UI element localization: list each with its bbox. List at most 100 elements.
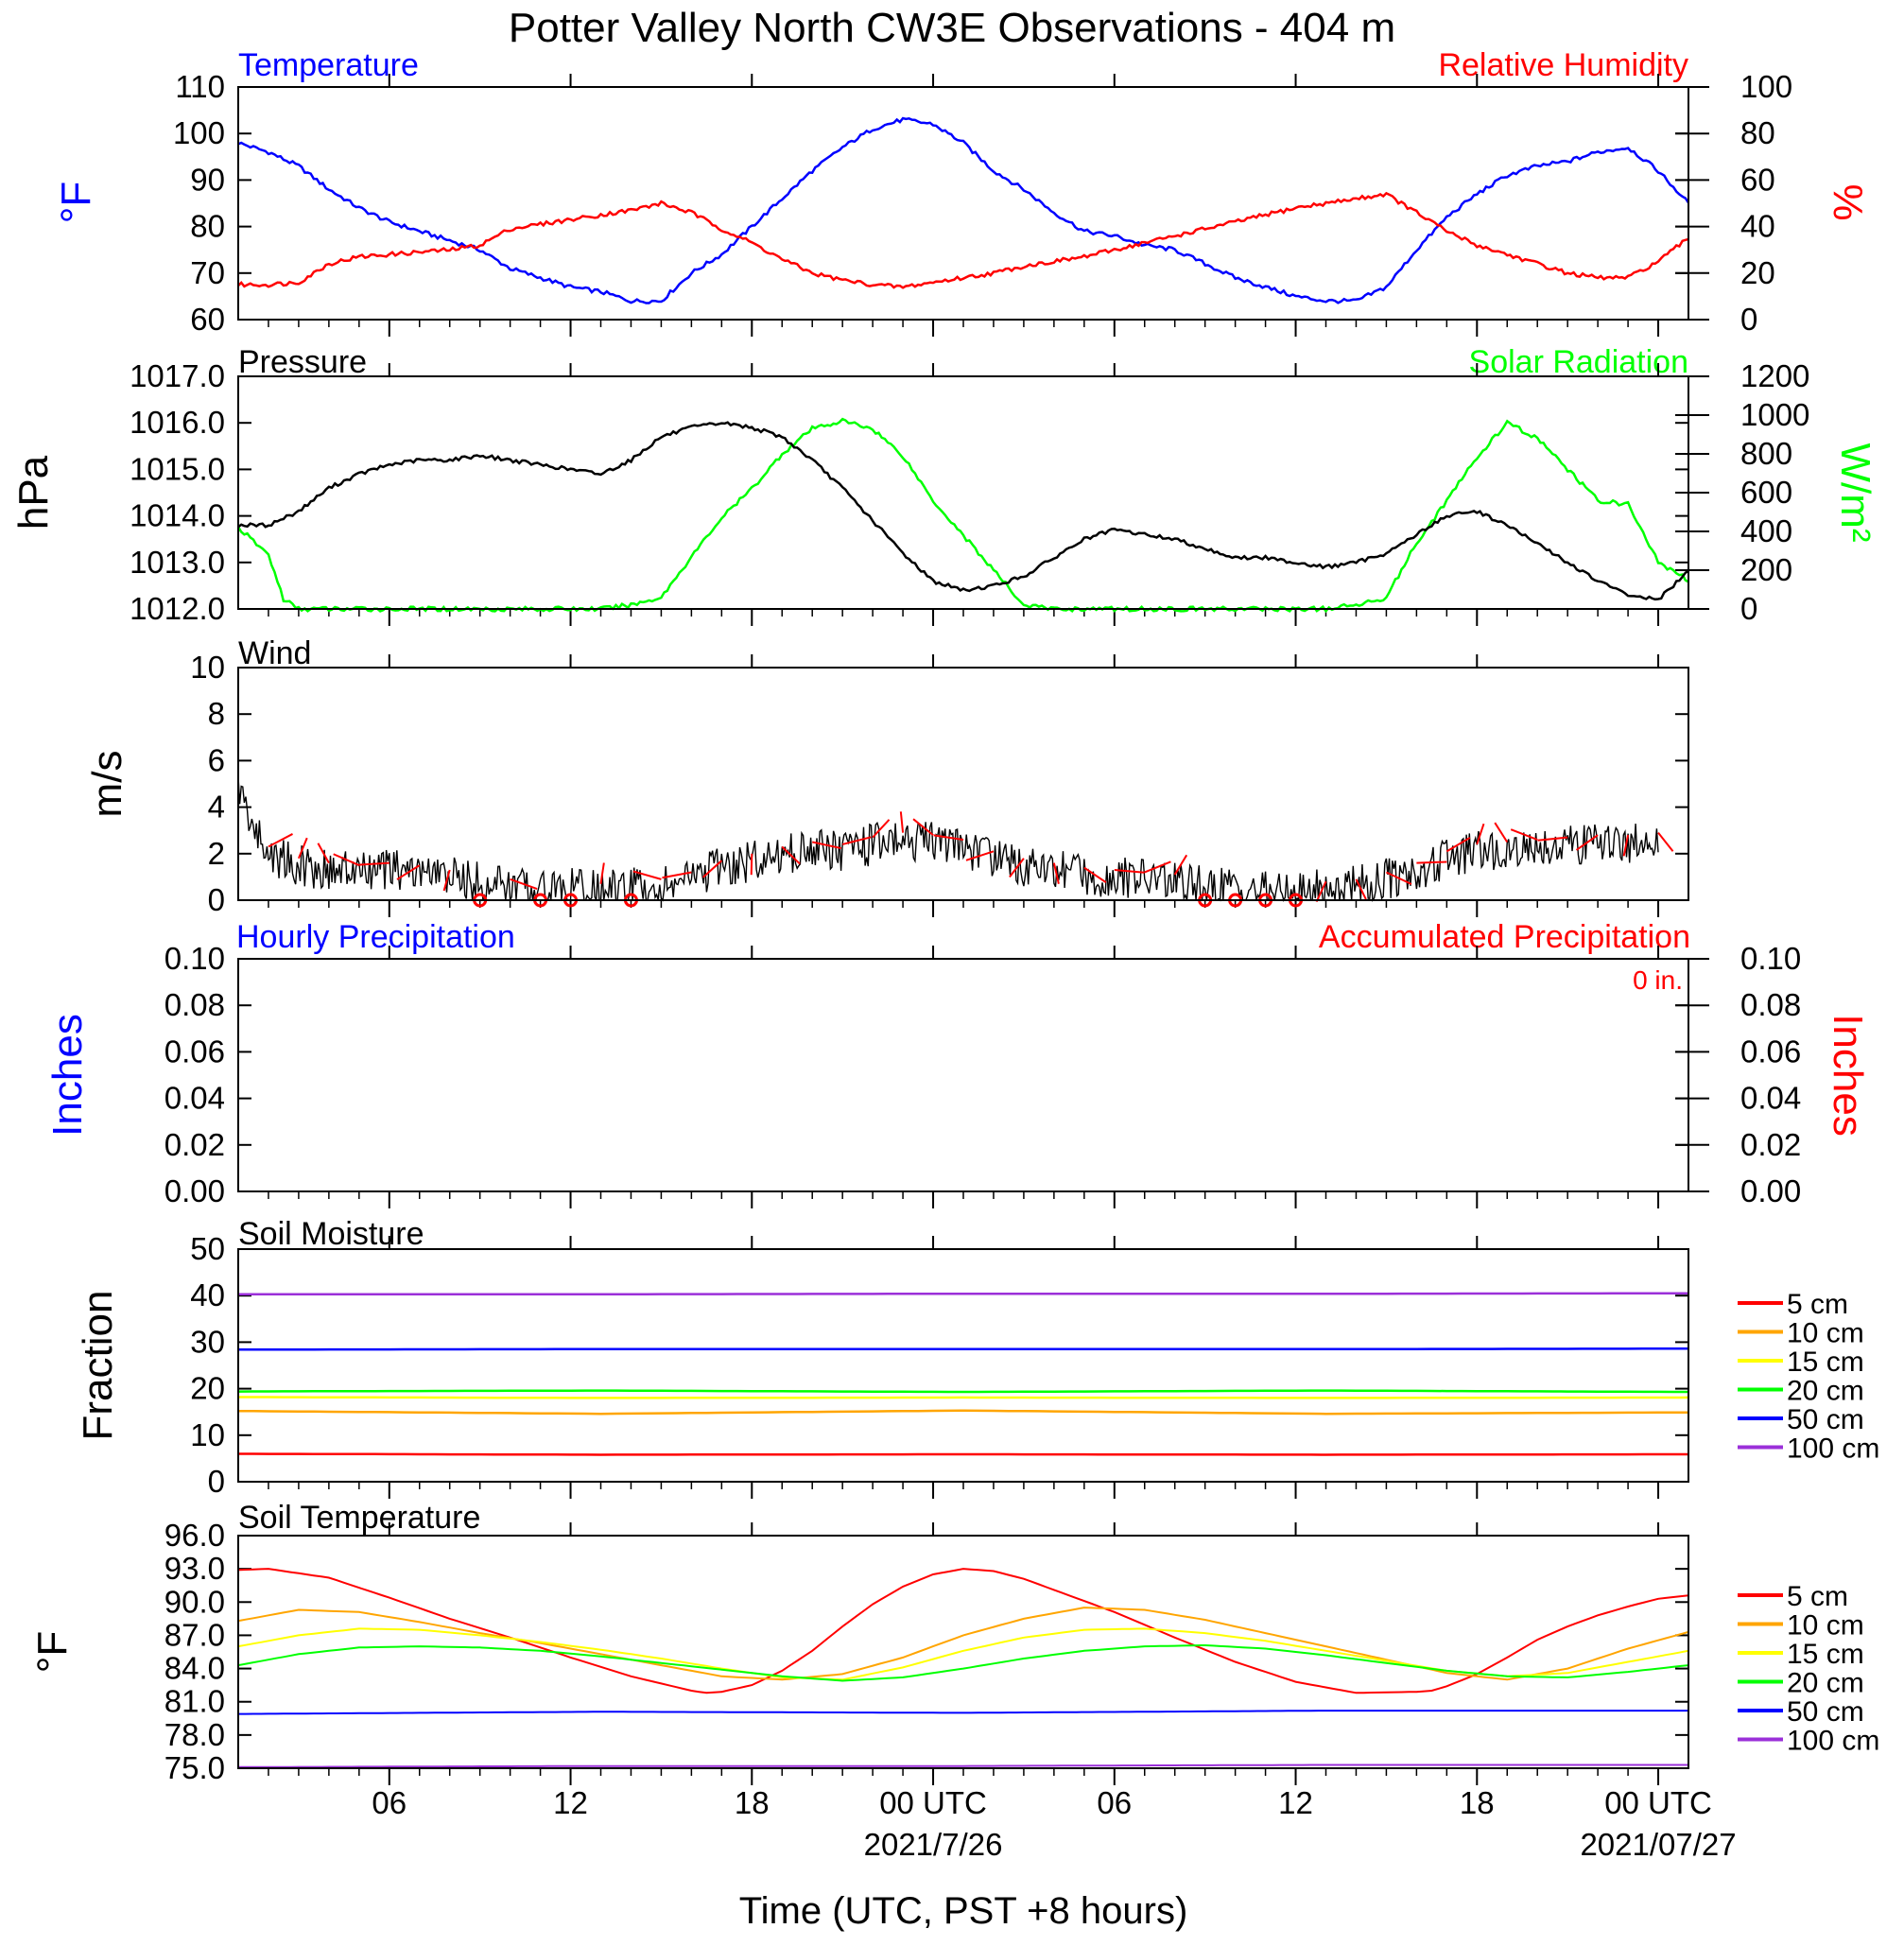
wind-unit: m/s (84, 751, 130, 818)
wind-barb (912, 818, 934, 836)
wind-barb (333, 853, 360, 867)
wind-barb (1173, 854, 1188, 876)
wind-speed-line (237, 775, 1659, 903)
wind-barb (1494, 822, 1509, 843)
y-tick-label: 1000 (1740, 397, 1809, 432)
y-tick-label: 0.02 (164, 1127, 225, 1162)
wind-barb (317, 843, 330, 864)
y-tick-label: 84.0 (164, 1651, 225, 1686)
y-tick-label: 96.0 (164, 1518, 225, 1553)
legend-label: 100 cm (1787, 1433, 1879, 1465)
wind-barb (599, 862, 605, 884)
y-tick-label: 1015.0 (130, 451, 225, 486)
y-tick-label: 0.06 (1740, 1034, 1801, 1069)
y-tick-label: 10 (190, 1417, 225, 1452)
wind-barb (1083, 866, 1107, 883)
x-tick-label: 18 (1460, 1785, 1495, 1820)
y-tick-label: 0.10 (164, 941, 225, 976)
wind-series (237, 654, 1674, 917)
soil-temp-line (237, 1643, 1689, 1682)
soil-moisture-line (238, 1452, 1688, 1456)
wind-barb (442, 869, 451, 892)
legend-label: 5 cm (1787, 1289, 1848, 1320)
y-tick-label: 1012.0 (130, 591, 225, 626)
y-tick-label: 1014.0 (130, 498, 225, 533)
legend-label: 50 cm (1787, 1404, 1864, 1435)
y-tick-label: 6 (208, 742, 225, 777)
humidity-title: Relative Humidity (1438, 47, 1688, 83)
wind-barb (1416, 860, 1447, 864)
humidity-unit: % (1825, 183, 1871, 220)
solar-unit: W/m² (1832, 443, 1878, 542)
y-tick-label: 0 (208, 1464, 225, 1499)
y-tick-label: 75.0 (164, 1750, 225, 1785)
y-tick-label: 800 (1740, 436, 1792, 471)
wind-barb (1114, 869, 1145, 874)
wind-title: Wind (238, 635, 311, 671)
figure-title: Potter Valley North CW3E Observations - … (509, 5, 1395, 51)
wind-barb (872, 819, 891, 839)
accumulated-precip-title: Accumulated Precipitation (1319, 919, 1690, 955)
y-tick-label: 0.08 (1740, 987, 1801, 1022)
soil-temp-line (237, 1568, 1689, 1694)
y-tick-label: 8 (208, 696, 225, 731)
temperature-unit: °F (53, 182, 99, 223)
legend-label: 5 cm (1787, 1581, 1848, 1612)
accumulated-precip-unit: Inches (1825, 1014, 1871, 1137)
y-tick-label: 78.0 (164, 1717, 225, 1752)
wind-barb (1355, 878, 1367, 900)
soil-temp-frame (237, 1535, 1689, 1769)
wind-barb (1385, 871, 1412, 885)
x-tick-label: 00 UTC (1604, 1785, 1712, 1820)
pressure-solar-panel: Pressure Solar Radiation hPa W/m² 1012.0… (10, 344, 1878, 626)
wind-barb (1510, 828, 1538, 841)
y-tick-label: 30 (190, 1324, 225, 1359)
soil-temp-series (237, 1522, 1689, 1785)
soil-moisture-line (238, 1396, 1689, 1399)
y-tick-label: 50 (190, 1231, 225, 1266)
temperature-line (237, 116, 1690, 304)
y-tick-label: 0.06 (164, 1034, 225, 1069)
y-tick-label: 100 (173, 115, 225, 150)
soil-temp-line (238, 1764, 1688, 1768)
temperature-tick-labels: 60 70 80 90 100 110 (173, 69, 1688, 337)
pressure-unit: hPa (10, 455, 57, 530)
y-tick-label: 0 (208, 882, 225, 917)
y-tick-label: 600 (1740, 475, 1792, 510)
soil-moisture-frame (237, 1248, 1689, 1483)
y-tick-label: 110 (175, 69, 225, 104)
temp-rh-panel: Temperature Relative Humidity °F % 60 70 8… (53, 47, 1871, 337)
wind-barb (268, 833, 293, 848)
hourly-precip-title: Hourly Precipitation (236, 919, 515, 955)
y-tick-label: 80 (1740, 115, 1775, 150)
x-tick-label: 18 (735, 1785, 770, 1820)
wind-barb (632, 870, 662, 880)
wind-barb (510, 877, 538, 890)
y-tick-label: 0.10 (1740, 941, 1801, 976)
x-tick-label: 06 (1097, 1785, 1132, 1820)
y-tick-label: 0 (1740, 591, 1757, 626)
time-axis-labels: 06 12 18 00 UTC 2021/7/26 06 12 18 00 UTC 2021/07… (372, 1785, 1736, 1862)
hourly-precip-unit: Inches (44, 1014, 91, 1137)
temp-rh-frame (237, 86, 1689, 321)
pressure-title: Pressure (238, 344, 367, 380)
accumulated-precip-tick-labels: 0.00 0.02 0.04 0.06 0.08 0.10 (1675, 941, 1801, 1208)
legend-label: 15 cm (1787, 1347, 1864, 1378)
y-tick-label: 1200 (1740, 358, 1809, 393)
y-tick-label: 1016.0 (130, 405, 225, 440)
wind-barb (1476, 823, 1485, 845)
y-tick-label: 40 (190, 1277, 225, 1312)
legend-label: 100 cm (1787, 1726, 1879, 1757)
x-tick-label: 12 (553, 1785, 588, 1820)
wind-barb (781, 845, 801, 865)
x-tick-label: 12 (1278, 1785, 1313, 1820)
wind-barb (899, 811, 905, 833)
y-tick-label: 0.00 (164, 1173, 225, 1208)
y-tick-label: 20 (190, 1371, 225, 1406)
wind-barb (1445, 837, 1471, 853)
legend-label: 10 cm (1787, 1318, 1864, 1349)
y-tick-label: 1013.0 (130, 545, 225, 580)
soil-moisture-tick-labels: 0 10 20 30 40 50 (190, 1231, 1688, 1499)
